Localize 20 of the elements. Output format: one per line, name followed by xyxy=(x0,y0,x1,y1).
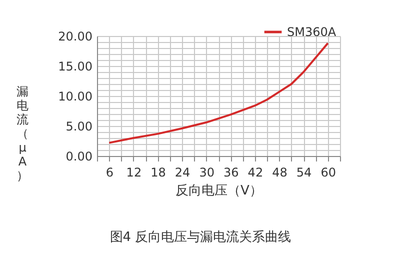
x-axis-title: 反向电压（V） xyxy=(176,184,262,198)
x-tick-label: 42 xyxy=(248,166,264,180)
x-tick-label: 54 xyxy=(296,166,312,180)
y-tick-label: 20.00 xyxy=(58,30,92,44)
x-tick-label: 30 xyxy=(199,166,214,180)
x-tick-label: 12 xyxy=(126,166,142,180)
line-series xyxy=(108,42,329,144)
x-tick-label: 6 xyxy=(106,166,114,180)
x-tick-label: 18 xyxy=(150,166,166,180)
x-tick-label: 36 xyxy=(224,166,239,180)
y-tick-label: 10.00 xyxy=(58,90,92,104)
legend-label: SM360A xyxy=(287,25,337,39)
x-tick-label: 24 xyxy=(174,166,190,180)
text: 图4 反向电压与漏电流关系曲线 xyxy=(110,229,292,245)
y-tick-label: 5.00 xyxy=(66,120,92,134)
y-tick-label: 15.00 xyxy=(58,60,92,74)
x-tick-label: 60 xyxy=(320,166,336,180)
y-axis-title: 漏电流（μA） xyxy=(16,84,28,182)
x-tick-label: 48 xyxy=(272,166,288,180)
y-tick-label: 0.00 xyxy=(66,150,92,164)
